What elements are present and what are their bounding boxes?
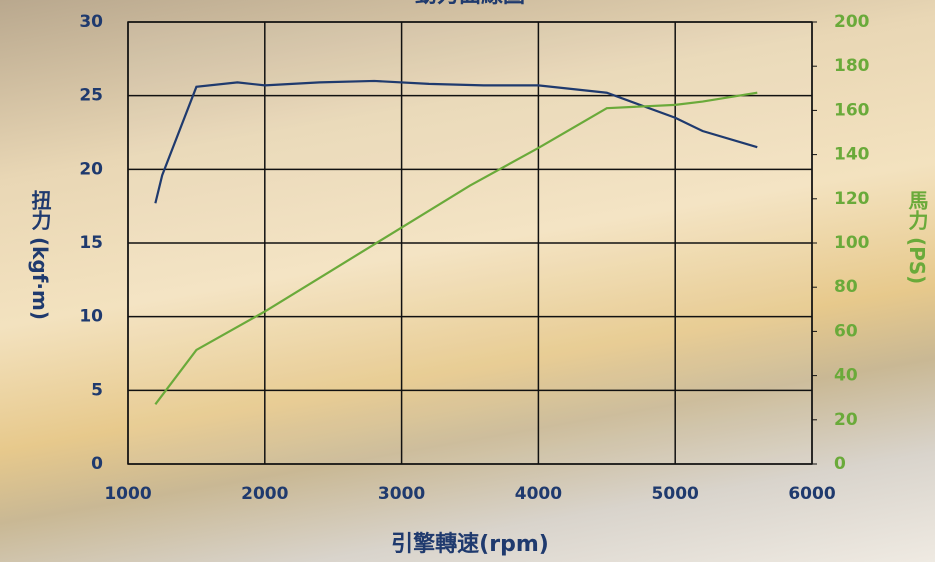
y2-tick-label: 0 xyxy=(834,454,846,474)
line-series xyxy=(154,79,758,204)
x-tick-label: 3000 xyxy=(378,484,425,504)
x-tick-label: 6000 xyxy=(788,484,835,504)
y2-tick-label: 100 xyxy=(834,233,870,253)
x-axis-label: 引擎轉速(rpm) xyxy=(391,531,549,557)
y2-tick-label: 80 xyxy=(834,277,858,297)
y2-tick-label: 40 xyxy=(834,366,858,386)
y-tick-label: 0 xyxy=(91,454,103,474)
y2-axis-label: 馬力 (PS) xyxy=(905,190,929,285)
y2-tick-label: 20 xyxy=(834,410,858,430)
y2-tick-label: 180 xyxy=(834,56,870,76)
x-tick-label: 4000 xyxy=(515,484,562,504)
y-tick-label: 10 xyxy=(79,307,103,327)
y2-tick-label: 60 xyxy=(834,321,858,341)
y2-tick-label: 160 xyxy=(834,100,870,120)
y-axis-label: 扭力 (kgf·m) xyxy=(28,190,52,320)
y2-tick-label: 120 xyxy=(834,189,870,209)
chart-title: 動力曲線圖 xyxy=(415,0,525,8)
y-tick-label: 25 xyxy=(79,86,103,106)
y-tick-label: 30 xyxy=(79,12,103,32)
x-tick-label: 5000 xyxy=(652,484,699,504)
y2-tick-label: 200 xyxy=(834,12,870,32)
y-tick-label: 15 xyxy=(79,233,103,253)
y-tick-label: 20 xyxy=(79,159,103,179)
line-series xyxy=(154,91,758,405)
y-tick-label: 5 xyxy=(91,380,103,400)
y2-tick-label: 140 xyxy=(834,145,870,165)
x-tick-label: 1000 xyxy=(104,484,151,504)
x-tick-label: 2000 xyxy=(241,484,288,504)
